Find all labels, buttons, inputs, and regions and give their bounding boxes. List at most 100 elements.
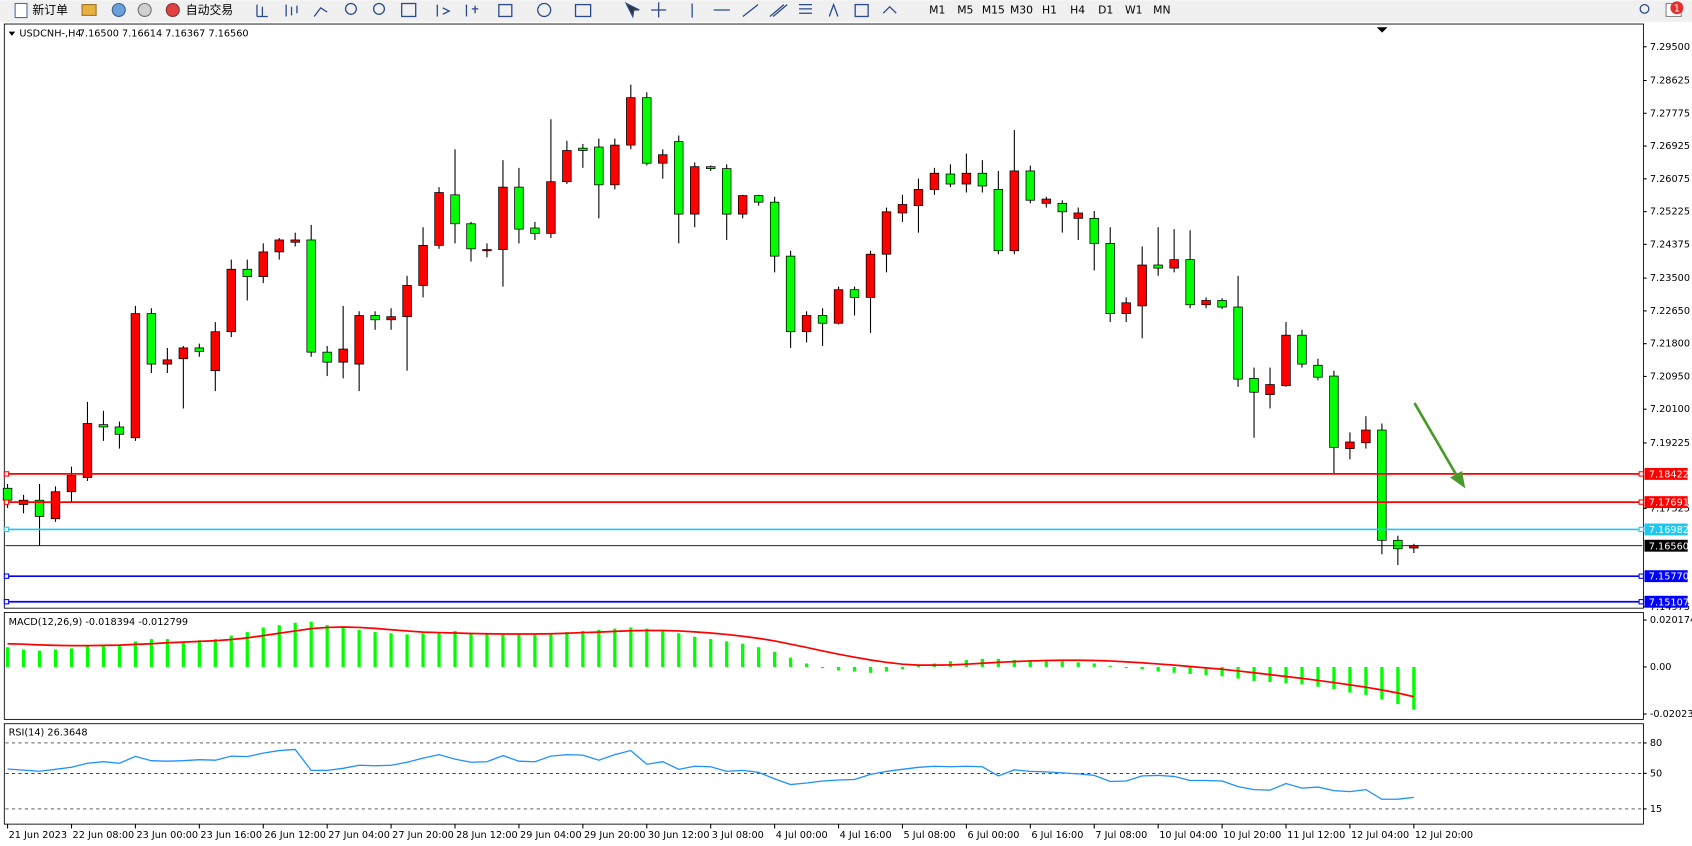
y-tick-label: 7.26075 bbox=[1650, 174, 1690, 185]
candle-body bbox=[993, 189, 1004, 252]
timeframe-button[interactable]: D1 bbox=[1098, 4, 1113, 17]
y-tick-label: -0.020231 bbox=[1650, 709, 1692, 720]
icon[interactable] bbox=[828, 2, 839, 17]
macd-bar bbox=[1396, 666, 1400, 705]
symbol-menu-arrow[interactable] bbox=[8, 31, 16, 36]
macd-bar bbox=[1284, 666, 1288, 684]
icon[interactable] bbox=[882, 5, 897, 14]
candle-body bbox=[194, 347, 205, 352]
macd-title: MACD(12,26,9) -0.018394 -0.012799 bbox=[9, 617, 188, 628]
candle-body bbox=[482, 249, 492, 252]
auto-trading-button[interactable]: 自动交易 bbox=[165, 2, 233, 18]
y-tick-label: 0.020174 bbox=[1650, 615, 1692, 626]
x-tick-label: 27 Jun 20:00 bbox=[392, 830, 454, 841]
y-tick-label: 7.20100 bbox=[1650, 404, 1690, 415]
icon[interactable] bbox=[574, 3, 592, 18]
candle-body bbox=[1073, 212, 1083, 219]
candle-body bbox=[498, 186, 508, 250]
macd-bar bbox=[1252, 666, 1256, 681]
macd-bar bbox=[1300, 666, 1304, 685]
line-handle bbox=[3, 573, 10, 579]
icon[interactable] bbox=[537, 2, 552, 18]
macd-bar bbox=[1044, 661, 1048, 667]
candle-body bbox=[1105, 243, 1115, 314]
timeframe-button[interactable]: H4 bbox=[1070, 4, 1085, 17]
candle-body bbox=[146, 313, 157, 365]
timeframe-button[interactable]: M1 bbox=[929, 4, 945, 17]
icon bbox=[165, 2, 180, 18]
macd-bar bbox=[277, 625, 281, 667]
timeframe-button[interactable]: MN bbox=[1153, 4, 1170, 17]
x-tick-label: 6 Jul 00:00 bbox=[967, 830, 1019, 841]
timeframe-button[interactable]: M5 bbox=[957, 4, 973, 17]
icon[interactable] bbox=[498, 3, 513, 18]
candle-body bbox=[1169, 259, 1179, 269]
candle-body bbox=[1089, 217, 1099, 244]
macd-bar bbox=[613, 628, 617, 667]
macd-bar bbox=[788, 657, 793, 667]
icon[interactable] bbox=[111, 2, 126, 18]
y-tick-label: 7.20950 bbox=[1650, 371, 1690, 382]
macd-bar bbox=[1092, 663, 1096, 667]
icon[interactable] bbox=[436, 4, 451, 17]
candle-body bbox=[274, 239, 284, 253]
candle-body bbox=[530, 227, 540, 234]
price-tag-label: 7.17691 bbox=[1649, 498, 1689, 509]
macd-bar bbox=[101, 644, 106, 667]
macd-bar bbox=[53, 649, 58, 667]
icon[interactable] bbox=[81, 4, 97, 16]
rsi-pane bbox=[3, 723, 1644, 825]
timeframe-button[interactable]: M30 bbox=[1010, 4, 1033, 17]
icon[interactable] bbox=[401, 2, 417, 18]
macd-bar bbox=[533, 634, 537, 667]
macd-bar bbox=[820, 666, 825, 669]
badge bbox=[1670, 1, 1684, 15]
icon[interactable] bbox=[285, 4, 298, 17]
icon[interactable] bbox=[799, 3, 812, 14]
macd-bar bbox=[693, 636, 697, 667]
icon[interactable] bbox=[313, 6, 328, 17]
macd-bar bbox=[597, 629, 601, 667]
candle-body bbox=[1281, 334, 1291, 387]
new-order-button[interactable]: 新订单 bbox=[14, 2, 68, 19]
y-tick-label: 7.25225 bbox=[1650, 207, 1690, 218]
candle-body bbox=[833, 289, 844, 324]
line-handle bbox=[1638, 599, 1644, 605]
icon[interactable] bbox=[854, 3, 869, 18]
notifications[interactable]: 1 bbox=[1665, 1, 1684, 18]
icon[interactable] bbox=[256, 4, 268, 18]
line-handle bbox=[1638, 573, 1644, 579]
macd-bar bbox=[181, 641, 185, 667]
icon[interactable] bbox=[742, 4, 759, 17]
macd-bar bbox=[405, 634, 409, 667]
timeframe-button[interactable]: W1 bbox=[1125, 4, 1143, 17]
icon[interactable] bbox=[344, 2, 357, 15]
search-icon[interactable] bbox=[1639, 3, 1650, 14]
macd-bar bbox=[1412, 666, 1416, 710]
macd-bar bbox=[1332, 666, 1336, 690]
icon[interactable] bbox=[651, 2, 667, 18]
icon[interactable] bbox=[137, 2, 152, 18]
macd-bar bbox=[213, 639, 217, 667]
macd-bar bbox=[1108, 665, 1112, 667]
macd-bar bbox=[133, 641, 138, 667]
y-tick-label: 50 bbox=[1650, 768, 1662, 779]
candle-body bbox=[961, 172, 972, 185]
macd-bar bbox=[916, 665, 921, 667]
macd-bar bbox=[884, 666, 889, 672]
candle-body bbox=[2, 487, 13, 501]
icon[interactable] bbox=[372, 2, 386, 15]
icon[interactable] bbox=[465, 4, 479, 17]
timeframe-button[interactable]: M15 bbox=[982, 4, 1005, 17]
macd-bar bbox=[645, 628, 649, 667]
icon[interactable] bbox=[769, 4, 788, 17]
chart-shift-marker bbox=[1376, 27, 1388, 33]
timeframe-button[interactable]: H1 bbox=[1042, 4, 1057, 17]
candle-body bbox=[1185, 259, 1195, 306]
line-handle bbox=[1638, 499, 1644, 505]
candle-body bbox=[370, 315, 380, 321]
notification-count: 1 bbox=[1674, 3, 1680, 14]
macd-bar bbox=[437, 632, 441, 667]
icon[interactable] bbox=[624, 2, 640, 19]
x-tick-label: 26 Jun 12:00 bbox=[264, 830, 326, 841]
